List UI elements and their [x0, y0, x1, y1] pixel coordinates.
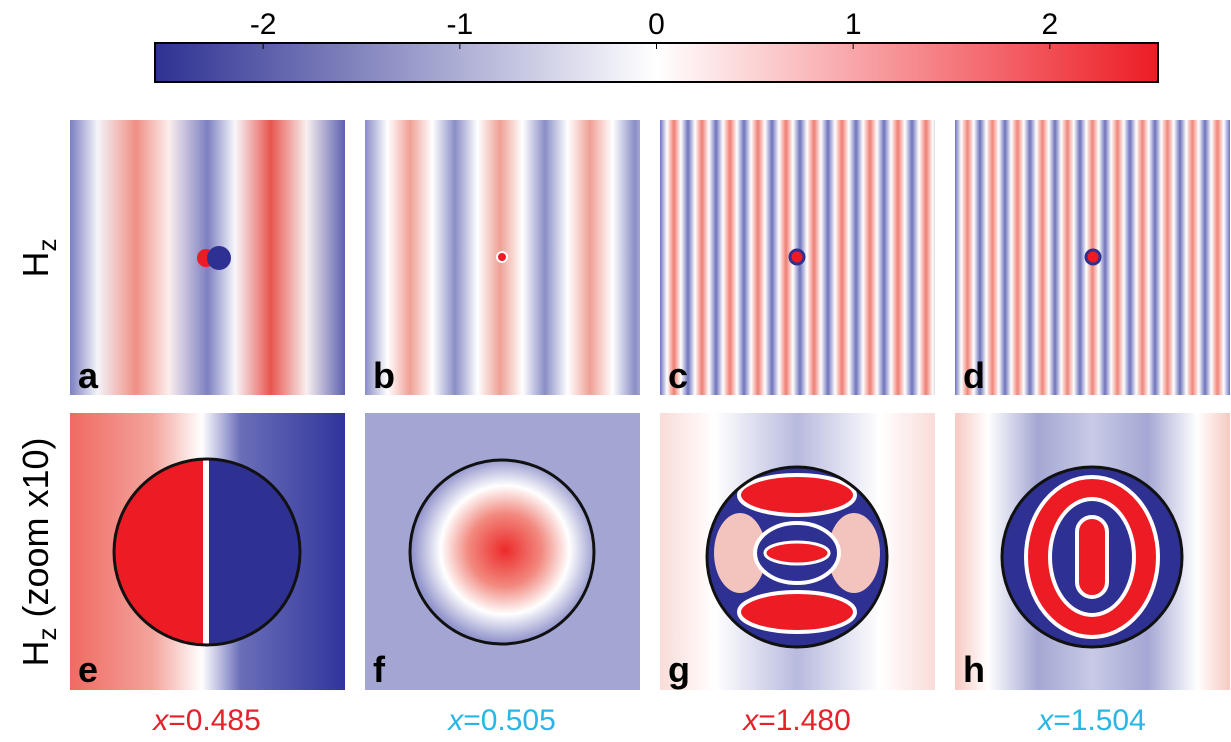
caption: x=0.505 [446, 704, 556, 737]
scatterer [207, 246, 231, 270]
caption: x=1.480 [741, 704, 851, 737]
field-region [203, 455, 209, 655]
panel-letter: f [373, 649, 386, 690]
colorbar-tick-label: 0 [648, 8, 665, 41]
scatterer-boundary [410, 460, 594, 644]
panel-letter: h [963, 649, 985, 690]
caption-variable: x [741, 704, 759, 737]
caption: x=1.504 [1036, 704, 1146, 737]
panel-letter: b [373, 355, 395, 396]
caption-variable: x [151, 704, 169, 737]
caption-value: =0.485 [168, 704, 261, 737]
field-region [1077, 517, 1107, 597]
row-label: Hz(zoom x10) [15, 437, 62, 666]
colorbar-tick-label: 2 [1041, 8, 1058, 41]
colorbar-tick-label: -1 [446, 8, 473, 41]
scatterer [790, 250, 804, 264]
caption: x=0.485 [151, 704, 261, 737]
colorbar-tick-label: 1 [845, 8, 862, 41]
caption-value: =1.504 [1053, 704, 1146, 737]
caption-value: =0.505 [463, 704, 556, 737]
figure: Hz Hz(zoom x10) -2-1012abcdefghx=0.485x=… [0, 0, 1231, 742]
caption-variable: x [1036, 704, 1054, 737]
scatterer [1086, 250, 1100, 264]
panel-letter: e [78, 649, 98, 690]
scatterer [497, 252, 507, 262]
panel-letter: c [668, 355, 688, 396]
caption-variable: x [446, 704, 464, 737]
colorbar-tick-label: -2 [250, 8, 277, 41]
field-region [739, 475, 855, 515]
panel-letter: g [668, 649, 690, 690]
field-region [739, 592, 855, 632]
panel-letter: d [963, 355, 985, 396]
field-region [765, 542, 829, 564]
panel-letter: a [78, 355, 99, 396]
caption-value: =1.480 [758, 704, 851, 737]
row-label: Hz [15, 239, 62, 278]
